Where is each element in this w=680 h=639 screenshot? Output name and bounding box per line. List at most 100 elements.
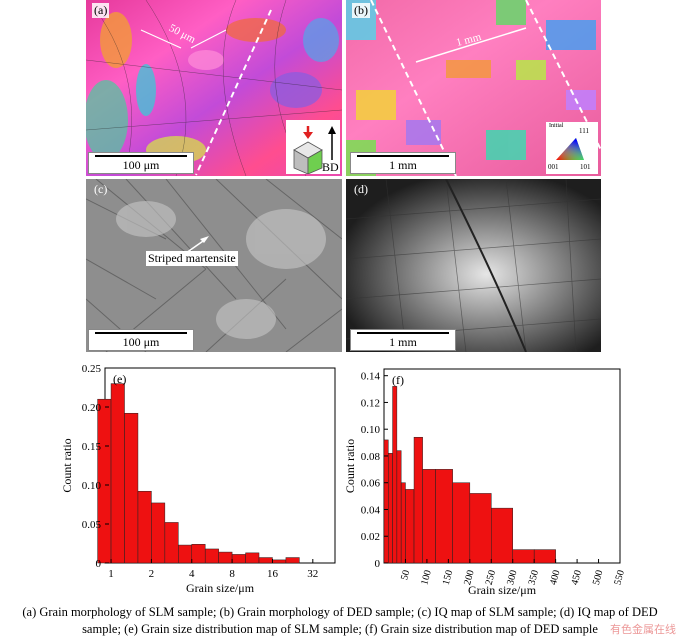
panel-a-ebsd-slm: (a) 50 μm 100 μm BD <box>86 0 342 176</box>
x-tick-label: 100 <box>419 569 434 586</box>
iq-map-d <box>346 179 601 352</box>
bd-label: BD <box>322 160 339 174</box>
scale-bar-label: 100 μm <box>122 335 160 349</box>
scale-bar-line <box>95 332 187 334</box>
chart-e-slm-grain-size: 0 0.05 0.10 0.15 0.20 0.25 1 2 4 8 16 32 Grain size/… <box>60 363 336 595</box>
ipf-label-111: 111 <box>579 127 589 135</box>
x-tick-label: 550 <box>612 569 627 586</box>
panel-c-iq-slm: (c) Striped martensite 100 μm <box>86 179 342 352</box>
scale-bar-line <box>357 332 449 334</box>
panel-label-f: (f) <box>392 373 404 387</box>
scale-bar-label: 1 mm <box>389 335 417 349</box>
bar <box>388 453 393 564</box>
bar <box>512 549 535 564</box>
x-tick-label: 2 <box>149 568 155 580</box>
bar <box>452 482 471 564</box>
caption-line-1: (a) Grain morphology of SLM sample; (b) … <box>22 605 658 619</box>
x-tick-label: 450 <box>569 569 584 586</box>
ipf-label-101: 101 <box>580 163 591 171</box>
bar <box>124 412 139 564</box>
y-tick-label: 0.14 <box>361 371 381 383</box>
ipf-triangle-icon <box>556 138 584 160</box>
x-tick-label: 150 <box>441 569 456 586</box>
bar <box>400 482 406 564</box>
x-tick-label: 500 <box>591 569 606 586</box>
x-tick-label: 8 <box>229 568 235 580</box>
figure-caption: (a) Grain morphology of SLM sample; (b) … <box>0 604 680 638</box>
panel-b-ebsd-ded: (b) 1 mm 1 mm Initial 111 001 101 <box>346 0 601 176</box>
bar <box>413 436 423 564</box>
y-tick-label: 0.08 <box>361 451 381 463</box>
bar <box>218 551 233 564</box>
ebsd-map-a <box>86 0 342 176</box>
y-tick-label: 0.05 <box>82 519 102 531</box>
bar <box>164 522 179 564</box>
bar <box>435 469 453 564</box>
scale-bar-d: 1 mm <box>350 329 456 351</box>
x-tick-label: 200 <box>462 569 477 586</box>
x-tick-label: 32 <box>307 568 318 580</box>
y-tick-label: 0 <box>375 558 381 570</box>
bar <box>245 552 260 564</box>
y-tick-label: 0.02 <box>361 531 380 543</box>
scale-bar-line <box>357 155 449 157</box>
bar <box>110 383 125 564</box>
bar <box>178 544 193 564</box>
x-tick-label: 300 <box>505 569 520 586</box>
y-tick-label: 0 <box>96 558 102 570</box>
ipf-legend: Initial 111 001 101 <box>546 122 598 174</box>
scale-bar-line <box>95 155 187 157</box>
bar <box>422 469 436 564</box>
y-tick-label: 0.20 <box>82 402 102 414</box>
bar <box>392 386 398 564</box>
bar <box>151 502 166 564</box>
scale-bar-label: 1 mm <box>389 158 417 172</box>
caption-line-2: sample; (e) Grain size distribution map … <box>82 622 598 636</box>
x-tick-label: 1 <box>108 568 114 580</box>
bar <box>204 548 219 564</box>
bar <box>137 490 152 564</box>
x-tick-label: 250 <box>484 569 499 586</box>
scale-bar-c: 100 μm <box>88 329 194 351</box>
y-axis-label: Count ratio <box>60 438 74 492</box>
bar <box>383 439 389 564</box>
y-axis-label: Count ratio <box>343 439 357 493</box>
y-tick-label: 0.06 <box>361 478 381 490</box>
scale-bar-label: 100 μm <box>122 158 160 172</box>
x-tick-label: 400 <box>548 569 563 586</box>
bar <box>258 557 273 564</box>
y-tick-label: 0.15 <box>82 441 102 453</box>
x-tick-label: 50 <box>399 569 412 582</box>
scale-bar-a: 100 μm <box>88 152 194 174</box>
watermark: 有色金属在线 <box>610 623 676 636</box>
y-tick-label: 0.10 <box>82 480 102 492</box>
bar <box>405 489 415 564</box>
bar <box>396 450 402 564</box>
panel-label-d: (d) <box>354 182 368 196</box>
x-axis-label: Grain size/μm <box>186 581 255 595</box>
chart-f-ded-grain-size: 0 0.02 0.04 0.06 0.08 0.10 0.12 0.14 50 100 150 200… <box>343 368 627 597</box>
ipf-legend-title: Initial <box>549 123 564 129</box>
bar <box>231 554 246 564</box>
annotation-label: Striped martensite <box>146 251 238 266</box>
panel-label-a: (a) <box>92 3 110 18</box>
x-tick-label: 350 <box>527 569 542 586</box>
scale-bar-b: 1 mm <box>350 152 456 174</box>
ipf-label-001: 001 <box>548 163 559 171</box>
panel-d-iq-ded: (d) 1 mm <box>346 179 601 352</box>
bar <box>491 507 513 564</box>
build-direction-inset: BD <box>286 120 340 175</box>
bar <box>285 557 300 564</box>
x-tick-label: 4 <box>189 568 195 580</box>
x-tick-label: 16 <box>267 568 279 580</box>
panel-label-b: (b) <box>352 3 370 18</box>
x-axis-label: Grain size/μm <box>468 583 537 597</box>
panel-label-c: (c) <box>94 182 108 196</box>
y-tick-label: 0.04 <box>361 504 381 516</box>
y-tick-label: 0.12 <box>361 397 380 409</box>
bar <box>272 559 287 564</box>
bar <box>533 549 556 564</box>
bar <box>469 493 492 564</box>
y-tick-label: 0.10 <box>361 424 381 436</box>
panel-label-e: (e) <box>113 372 126 386</box>
